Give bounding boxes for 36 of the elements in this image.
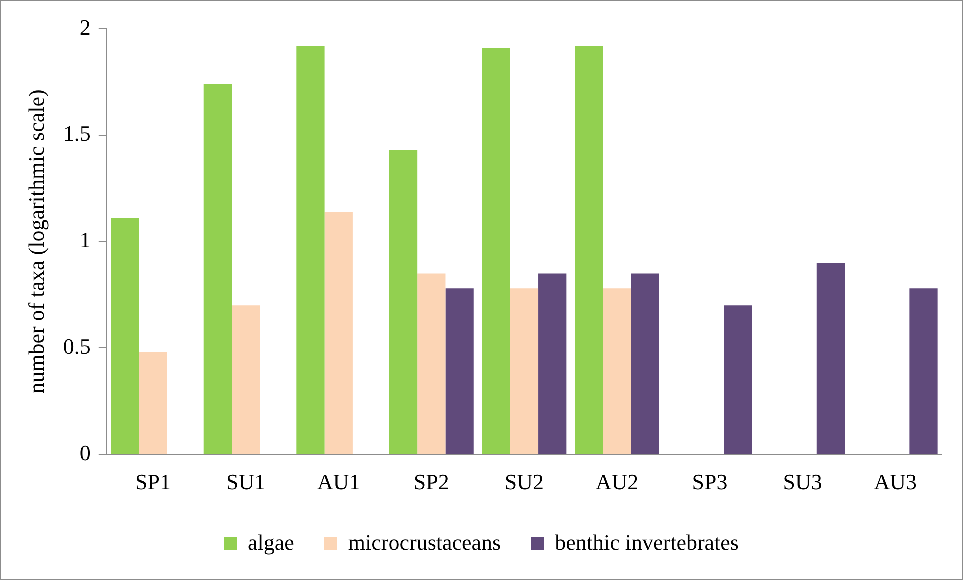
bar bbox=[816, 263, 846, 454]
y-tick-label: 0.5 bbox=[63, 334, 91, 359]
x-tick-label: AU1 bbox=[317, 470, 360, 495]
y-tick-label: 0 bbox=[80, 440, 91, 466]
y-axis-title: number of taxa (logarithmic scale) bbox=[24, 90, 49, 394]
y-tick-label: 2 bbox=[80, 14, 91, 40]
x-tick-label: AU3 bbox=[874, 470, 917, 495]
bar bbox=[603, 288, 632, 454]
x-tick-label: SU3 bbox=[783, 470, 822, 495]
y-tick-label: 1 bbox=[80, 228, 91, 253]
bar bbox=[139, 352, 168, 454]
x-tick-label: SP1 bbox=[136, 470, 172, 495]
bar bbox=[232, 306, 260, 454]
y-tick-label: 1.5 bbox=[63, 121, 91, 146]
legend-label: microcrustaceans bbox=[348, 530, 502, 555]
bar bbox=[631, 274, 660, 454]
legend-label: algae bbox=[248, 530, 294, 555]
x-tick-label: SU1 bbox=[226, 470, 266, 495]
x-tick-label: AU2 bbox=[596, 470, 639, 495]
bar bbox=[724, 306, 752, 454]
bar bbox=[510, 288, 539, 454]
bar bbox=[418, 274, 446, 454]
bar bbox=[389, 150, 418, 454]
bar bbox=[446, 288, 474, 454]
bar bbox=[324, 212, 353, 454]
bar bbox=[910, 288, 938, 454]
bar bbox=[575, 46, 604, 454]
bar bbox=[482, 48, 510, 454]
bar bbox=[296, 46, 325, 454]
bar bbox=[538, 274, 567, 454]
x-tick-label: SP2 bbox=[414, 470, 450, 495]
bar bbox=[204, 84, 232, 454]
legend-label: benthic invertebrates bbox=[555, 530, 739, 555]
x-tick-label: SP3 bbox=[692, 470, 728, 495]
x-tick-label: SU2 bbox=[504, 470, 544, 495]
bar bbox=[111, 218, 140, 454]
